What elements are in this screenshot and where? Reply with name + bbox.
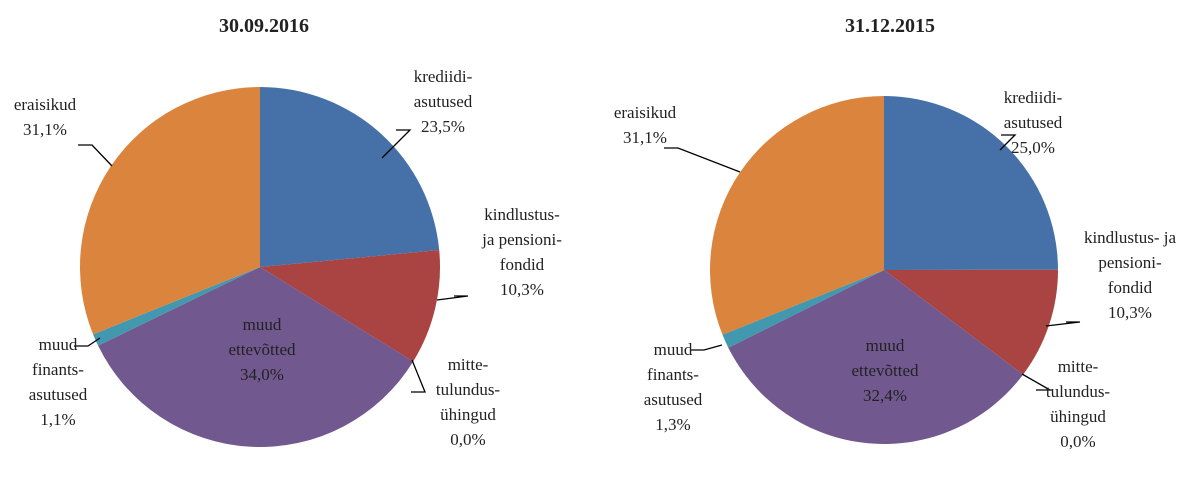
- label-line: kindlustus-: [484, 205, 560, 224]
- chart-title: 30.09.2016: [219, 15, 309, 37]
- label-line: mitte-: [448, 355, 489, 374]
- value-label: 31,1%: [23, 120, 67, 139]
- value-label: 0,0%: [1060, 432, 1095, 451]
- label-line: muud: [243, 315, 282, 334]
- label-line: eraisikud: [614, 103, 677, 122]
- slice-label: muud finants-asutused 1,1%: [29, 335, 88, 429]
- slice-label: kindlustus-ja pensioni-fondid 10,3%: [481, 205, 562, 299]
- pie-slice: [93, 267, 260, 346]
- label-line: muud: [654, 340, 693, 359]
- leader-line: [78, 144, 113, 167]
- label-line: mitte-: [1058, 357, 1099, 376]
- pie-slice: [80, 87, 261, 335]
- slice-label: mitte-tulundus-ühingud 0,0%: [1046, 357, 1111, 451]
- label-line: fondid: [500, 255, 545, 274]
- leader-line: [436, 295, 469, 301]
- leader-line: [1045, 321, 1081, 327]
- value-label: 23,5%: [421, 117, 465, 136]
- leader-line: [1021, 373, 1053, 391]
- label-line: tulundus-: [436, 380, 501, 399]
- slice-label: eraisikud 31,1%: [14, 95, 77, 139]
- label-line: muud: [866, 336, 905, 355]
- value-label: 34,0%: [240, 365, 284, 384]
- label-line: ettevõtted: [851, 361, 919, 380]
- pie-slice: [722, 270, 884, 348]
- label-line: ja pensioni-: [481, 230, 562, 249]
- pie-slice: [260, 87, 440, 267]
- slice-label: eraisikud 31,1%: [614, 103, 677, 147]
- label-line: finants-: [32, 360, 84, 379]
- label-line: kindlustus- ja: [1084, 228, 1177, 247]
- label-line: ühingud: [1050, 407, 1106, 426]
- leader-line: [690, 344, 723, 351]
- label-line: finants-: [647, 365, 699, 384]
- pie-slice: [710, 96, 884, 335]
- slice-label: muud ettevõtted 34,0%: [228, 315, 296, 384]
- leader-line: [411, 359, 426, 393]
- label-line: asutused: [1004, 113, 1063, 132]
- slice-label: mitte-tulundus-ühingud 0,0%: [436, 355, 501, 449]
- slice-label: krediidi-asutused 23,5%: [414, 67, 473, 136]
- label-line: pensioni-: [1098, 253, 1162, 272]
- label-line: krediidi-: [414, 67, 473, 86]
- value-label: 10,3%: [1108, 303, 1152, 322]
- leader-line: [74, 337, 101, 347]
- leader-line: [664, 147, 741, 173]
- label-line: ettevõtted: [228, 340, 296, 359]
- label-line: ühingud: [440, 405, 496, 424]
- value-label: 31,1%: [623, 128, 667, 147]
- label-line: eraisikud: [14, 95, 77, 114]
- label-line: muud: [39, 335, 78, 354]
- label-line: tulundus-: [1046, 382, 1111, 401]
- slice-label: krediidi-asutused 25,0%: [1004, 88, 1063, 157]
- slice-label: muud finants-asutused 1,3%: [644, 340, 703, 434]
- label-line: asutused: [644, 390, 703, 409]
- value-label: 1,3%: [655, 415, 690, 434]
- pie-slice: [728, 270, 1024, 445]
- value-label: 25,0%: [1011, 138, 1055, 157]
- slice-label: kindlustus- ja pensioni-fondid 10,3%: [1084, 228, 1177, 322]
- label-line: asutused: [29, 385, 88, 404]
- leader-line: [999, 134, 1017, 151]
- value-label: 32,4%: [863, 386, 907, 405]
- pie-slice: [884, 96, 1058, 270]
- pie-slice: [884, 269, 1058, 375]
- value-label: 1,1%: [40, 410, 75, 429]
- slice-label: muud ettevõtted 32,4%: [851, 336, 919, 405]
- value-label: 10,3%: [500, 280, 544, 299]
- pie-slice: [98, 267, 414, 447]
- label-line: krediidi-: [1004, 88, 1063, 107]
- pie-slice: [260, 250, 440, 362]
- chart-title: 31.12.2015: [845, 15, 935, 37]
- label-line: fondid: [1108, 278, 1153, 297]
- leader-line: [381, 129, 412, 159]
- value-label: 0,0%: [450, 430, 485, 449]
- label-line: asutused: [414, 92, 473, 111]
